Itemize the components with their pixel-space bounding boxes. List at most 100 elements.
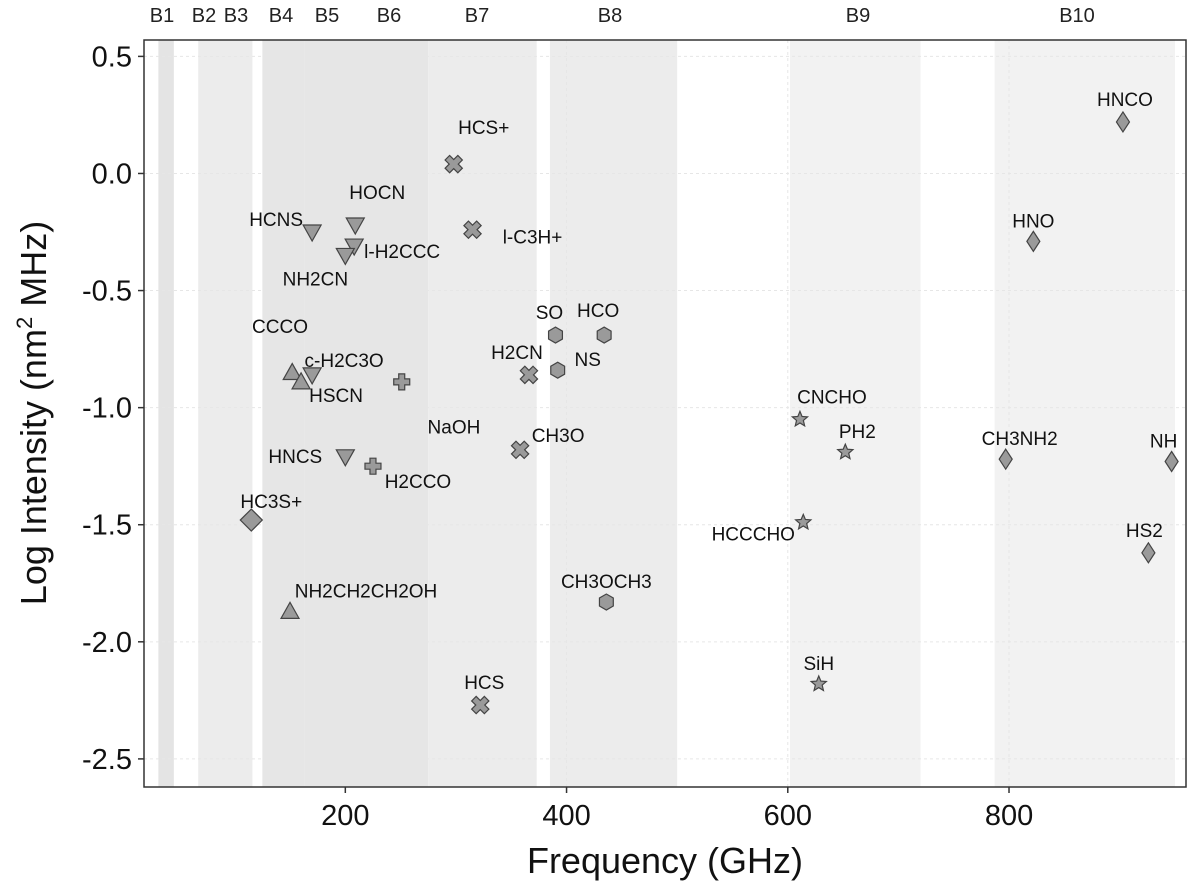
point-nh2cn xyxy=(335,247,356,266)
point-sih xyxy=(809,674,828,692)
point-label-hs2: HS2 xyxy=(1126,521,1163,542)
point-hnco xyxy=(1115,110,1131,134)
point-label-sih: SiH xyxy=(803,654,834,675)
y-axis-ticks: 0.5 0.0 -0.5 -1.0 -1.5 -2.0 -2.5 xyxy=(82,41,144,776)
point-hco xyxy=(596,326,612,344)
point-label-hcs: HCS+ xyxy=(458,118,509,139)
point-h2cco xyxy=(364,457,382,475)
point-hc3s xyxy=(239,508,264,532)
point-hcccho xyxy=(794,512,813,531)
point-label-ch3o: CH3O xyxy=(532,426,585,447)
point-ph2 xyxy=(836,442,855,460)
point-unlabeled-14 xyxy=(393,373,411,391)
grid-layer xyxy=(144,40,1186,787)
point-label-hco: HCO xyxy=(577,301,619,322)
y-axis-title-suffix: MHz) xyxy=(13,221,54,317)
point-hs2 xyxy=(1141,541,1156,564)
y-tick-label: -2.0 xyxy=(82,627,132,659)
point-label-h2cco: H2CCO xyxy=(385,472,452,493)
x-tick-label: 800 xyxy=(985,800,1033,832)
y-axis-title-prefix: Log Intensity (nm xyxy=(13,329,54,605)
point-label-l-h2ccc: l-H2CCC xyxy=(364,242,440,263)
band-label-b8: B8 xyxy=(598,5,622,27)
point-label-hc3s: HC3S+ xyxy=(240,492,302,513)
y-tick-label: -2.5 xyxy=(82,744,132,776)
point-label-ch3nh2: CH3NH2 xyxy=(982,429,1058,450)
point-hocn xyxy=(345,217,366,236)
y-tick-label: 0.0 xyxy=(92,158,132,190)
point-hno xyxy=(1026,230,1041,253)
point-label-ph2: PH2 xyxy=(839,422,876,443)
point-label-ccco: CCCO xyxy=(252,317,308,338)
point-ch3o xyxy=(510,440,530,460)
band-label-b1: B1 xyxy=(150,5,174,27)
point-c-h2c3o xyxy=(302,367,323,386)
band-label-b10: B10 xyxy=(1059,5,1095,27)
point-nh xyxy=(1164,450,1179,473)
point-label-cncho: CNCHO xyxy=(797,387,867,408)
point-h2cn xyxy=(519,365,539,385)
x-tick-label: 600 xyxy=(764,800,812,832)
y-axis-title: Log Intensity (nm2 MHz) xyxy=(12,221,54,605)
band-label-b3: B3 xyxy=(224,5,248,27)
point-cncho xyxy=(790,409,810,428)
point-hcs xyxy=(470,695,490,715)
point-so xyxy=(547,326,564,344)
point-label-hcns: HCNS xyxy=(249,210,303,231)
band-label-b6: B6 xyxy=(377,5,401,27)
point-label-c-h2c3o: c-H2C3O xyxy=(305,351,384,372)
point-label-hcccho: HCCCHO xyxy=(712,524,795,545)
point-label-nh: NH xyxy=(1150,432,1177,453)
point-label-h2cn: H2CN xyxy=(491,343,543,364)
point-label-hnco: HNCO xyxy=(1097,90,1153,111)
plot-frame xyxy=(143,39,1187,788)
band-label-b9: B9 xyxy=(846,5,870,27)
point-l-h2ccc xyxy=(344,238,365,257)
point-label-hno: HNO xyxy=(1012,211,1054,232)
point-label-hncs: HNCS xyxy=(268,447,322,468)
band-b8 xyxy=(549,40,678,787)
point-nh2ch2ch2oh xyxy=(279,601,301,619)
band-label-b5: B5 xyxy=(315,5,339,27)
band-b10 xyxy=(994,40,1175,787)
point-label-hocn: HOCN xyxy=(349,183,405,204)
point-label-hscn: HSCN xyxy=(309,386,363,407)
band-label-b4: B4 xyxy=(269,5,293,27)
y-axis-title-superscript: 2 xyxy=(12,317,37,329)
x-tick-label: 400 xyxy=(542,800,590,832)
band-b5 xyxy=(304,40,358,787)
y-tick-label: 0.5 xyxy=(92,41,132,73)
band-b4 xyxy=(262,40,305,787)
point-ch3nh2 xyxy=(998,448,1013,471)
band-b3 xyxy=(217,40,253,787)
band-b6 xyxy=(357,40,429,787)
point-hscn xyxy=(291,371,312,390)
band-b1 xyxy=(158,40,174,787)
band-shading-layer xyxy=(158,40,1175,787)
x-axis-ticks: 200 400 600 800 xyxy=(321,787,1033,832)
y-tick-label: -1.0 xyxy=(82,393,132,425)
point-hcs xyxy=(444,154,464,174)
point-hcns xyxy=(302,224,323,243)
band-b7 xyxy=(428,40,537,787)
y-tick-label: -1.5 xyxy=(82,510,132,542)
band-label-b2: B2 xyxy=(192,5,216,27)
data-points xyxy=(239,110,1179,715)
point-label-hcs: HCS xyxy=(464,673,504,694)
x-tick-label: 200 xyxy=(321,800,369,832)
point-label-l-c3h: l-C3H+ xyxy=(503,228,563,249)
point-label-nh2ch2ch2oh: NH2CH2CH2OH xyxy=(295,581,438,602)
point-unlabeled-12 xyxy=(282,362,303,381)
band-b9 xyxy=(789,40,921,787)
point-label-ns: NS xyxy=(574,350,600,371)
band-label-b7: B7 xyxy=(465,5,489,27)
band-labels: B1 B2 B3 B4 B5 B6 B7 B8 B9 B10 xyxy=(150,5,1095,27)
point-label-ch3och3: CH3OCH3 xyxy=(561,572,652,593)
point-label-so: SO xyxy=(536,303,563,324)
point-l-c3h xyxy=(463,220,483,240)
point-ns xyxy=(550,361,566,379)
point-ch3och3 xyxy=(598,593,614,611)
point-label-naoh: NaOH xyxy=(428,417,481,438)
y-tick-label: -0.5 xyxy=(82,276,132,308)
